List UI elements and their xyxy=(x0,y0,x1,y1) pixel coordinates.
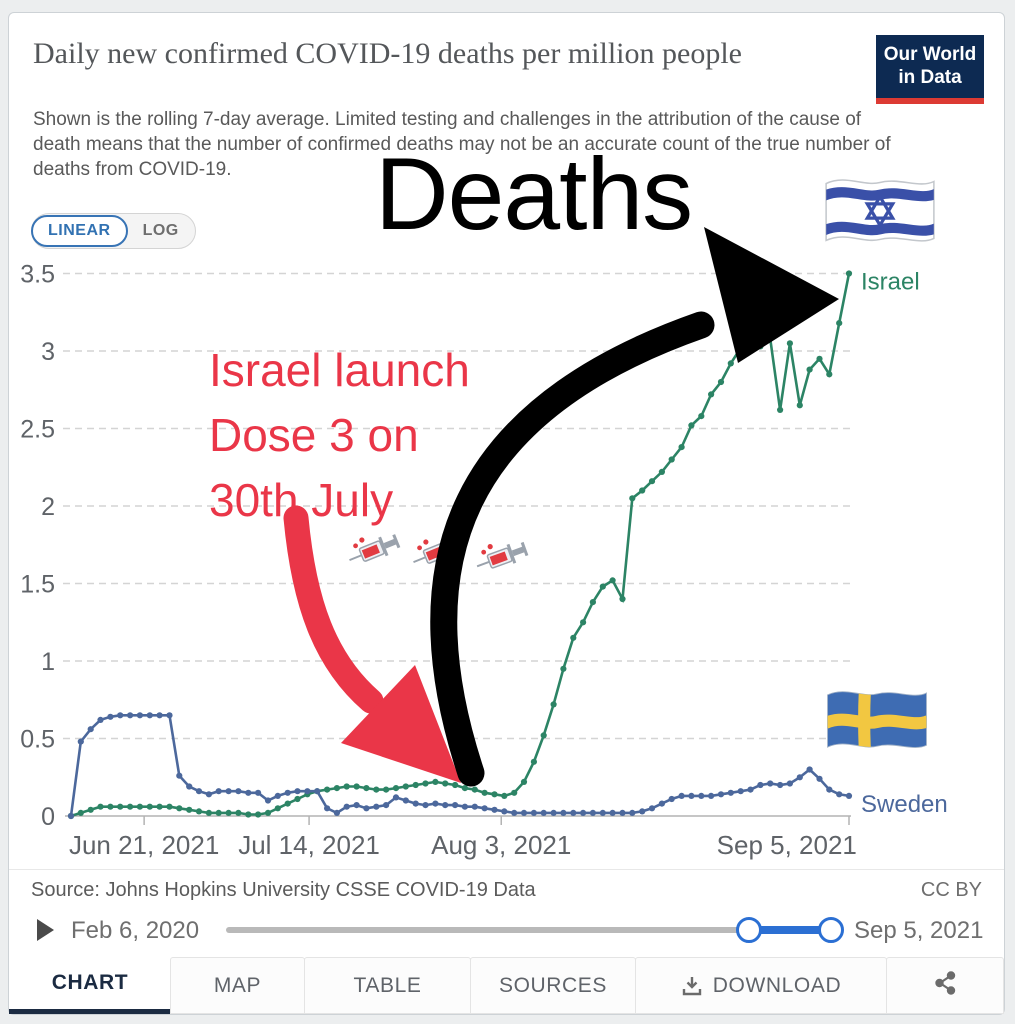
svg-text:Jun 21, 2021: Jun 21, 2021 xyxy=(69,830,219,860)
dose3-annotation: Israel launch Dose 3 on 30th July xyxy=(209,338,470,533)
svg-text:Aug 3, 2021: Aug 3, 2021 xyxy=(431,830,571,860)
timeline-selected-range[interactable] xyxy=(748,926,831,934)
israel-flag-icon xyxy=(825,179,935,242)
svg-text:1: 1 xyxy=(41,648,55,676)
timeline-handle-end[interactable] xyxy=(818,917,844,943)
israel-series-label: Israel xyxy=(861,269,920,296)
play-icon[interactable] xyxy=(37,919,54,941)
scale-toggle: LINEAR LOG xyxy=(31,213,196,249)
owid-logo: Our World in Data xyxy=(876,35,984,104)
tab-share[interactable] xyxy=(886,957,1004,1014)
share-icon xyxy=(932,970,958,1002)
dose3-annotation-line1: Israel launch xyxy=(209,344,470,396)
owid-logo-line1: Our World xyxy=(883,44,977,65)
deaths-annotation: Deaths xyxy=(375,137,693,251)
timeline-end-label: Sep 5, 2021 xyxy=(854,917,984,944)
sweden-series-label: Sweden xyxy=(861,791,948,818)
download-icon xyxy=(681,975,703,997)
timeline-track[interactable] xyxy=(226,927,831,933)
red-arrow-head xyxy=(341,665,461,783)
svg-text:0.5: 0.5 xyxy=(20,726,55,754)
chart-subtitle: Shown is the rolling 7-day average. Limi… xyxy=(33,109,891,180)
license-text: CC BY xyxy=(920,879,982,901)
syringe-icon xyxy=(342,524,403,571)
tab-map[interactable]: MAP xyxy=(170,957,305,1014)
svg-text:1.5: 1.5 xyxy=(20,571,55,599)
svg-text:Sep 5, 2021: Sep 5, 2021 xyxy=(717,830,857,860)
tab-download[interactable]: DOWNLOAD xyxy=(635,957,887,1014)
svg-text:Jul 14, 2021: Jul 14, 2021 xyxy=(238,830,380,860)
sweden-flag-icon xyxy=(827,691,927,748)
dose3-annotation-line2: Dose 3 on xyxy=(209,409,419,461)
timeline-handle-start[interactable] xyxy=(735,917,762,943)
syringe-icon xyxy=(470,531,531,577)
source-text: Source: Johns Hopkins University CSSE CO… xyxy=(31,879,536,901)
linear-scale-button[interactable]: LINEAR xyxy=(31,215,128,247)
source-row: Source: Johns Hopkins University CSSE CO… xyxy=(31,879,982,902)
page-title: Daily new confirmed COVID-19 deaths per … xyxy=(33,37,742,70)
svg-text:2: 2 xyxy=(41,493,55,521)
owid-logo-line2: in Data xyxy=(898,67,962,88)
svg-text:0: 0 xyxy=(41,803,55,831)
log-scale-button[interactable]: LOG xyxy=(142,222,179,239)
svg-text:3: 3 xyxy=(41,338,55,366)
syringe-icon xyxy=(406,526,467,573)
tab-bar: CHART MAP TABLE SOURCES DOWNLOAD xyxy=(9,957,1004,1014)
chart-card: Daily new confirmed COVID-19 deaths per … xyxy=(8,12,1005,1015)
tab-chart[interactable]: CHART xyxy=(9,957,171,1014)
tab-sources[interactable]: SOURCES xyxy=(470,957,636,1014)
svg-text:3.5: 3.5 xyxy=(20,261,55,289)
tab-table[interactable]: TABLE xyxy=(304,957,471,1014)
syringe-icons xyxy=(342,524,531,577)
timeline-start-label: Feb 6, 2020 xyxy=(71,917,200,944)
footer-divider xyxy=(9,869,1004,870)
svg-text:2.5: 2.5 xyxy=(20,416,55,444)
